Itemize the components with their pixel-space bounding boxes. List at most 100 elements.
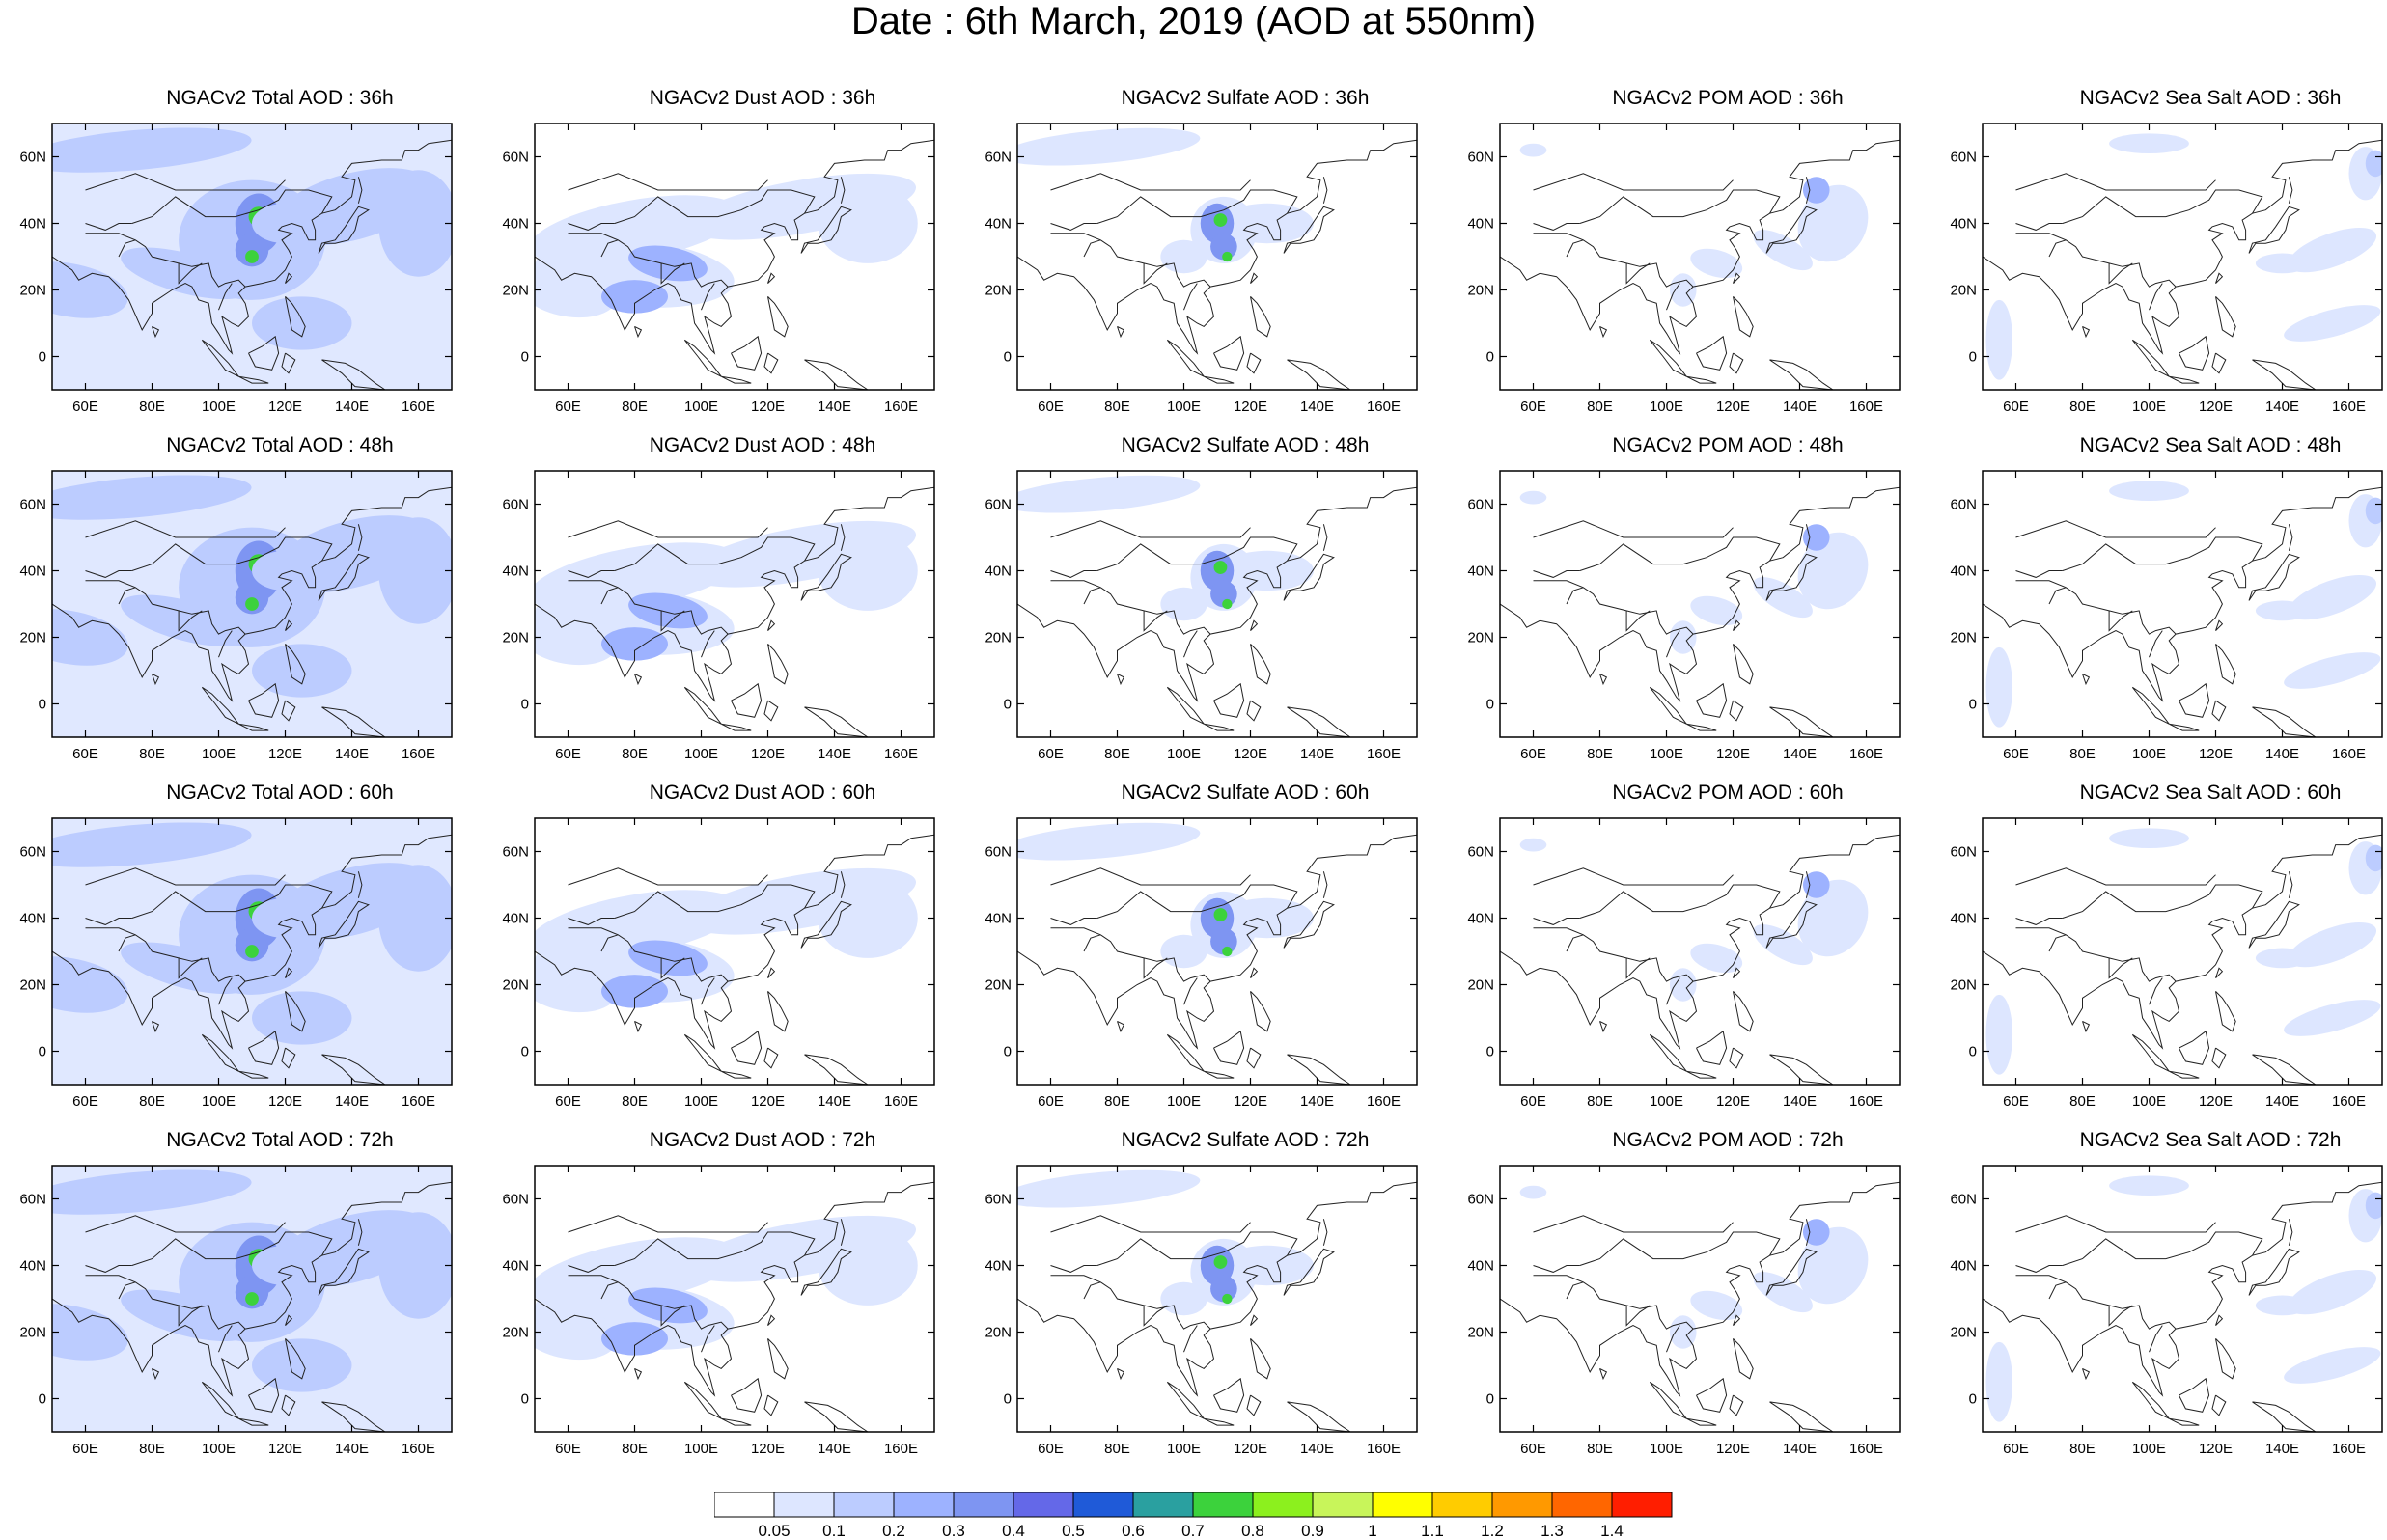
coastline bbox=[2252, 1401, 2317, 1432]
coastline bbox=[1805, 871, 1811, 898]
lat-tick-label: 60N bbox=[1950, 150, 1977, 166]
colorbar-label: 1 bbox=[1368, 1522, 1376, 1540]
aod-field bbox=[1017, 822, 1201, 861]
plot-frame bbox=[51, 817, 453, 1086]
coastline bbox=[568, 1215, 768, 1233]
lat-tick-label: 40N bbox=[985, 216, 1012, 233]
coastline bbox=[1983, 486, 2382, 702]
coastline bbox=[1050, 918, 1097, 925]
aod-field bbox=[628, 940, 708, 976]
coastline bbox=[767, 991, 789, 1032]
coastline bbox=[357, 177, 363, 204]
aod-field bbox=[252, 1338, 352, 1392]
lon-tick-label: 80E bbox=[1587, 399, 1613, 415]
lon-tick-label: 120E bbox=[2199, 399, 2233, 415]
plot-frame bbox=[1499, 123, 1901, 391]
lon-tick-label: 140E bbox=[818, 746, 851, 762]
coastline bbox=[568, 570, 615, 578]
panel-title: NGACv2 Dust AOD : 72h bbox=[649, 1129, 876, 1151]
lon-tick-label: 100E bbox=[202, 1441, 236, 1457]
colorbar-swatch bbox=[1611, 1492, 1673, 1518]
coastline bbox=[568, 223, 615, 231]
coastline bbox=[1765, 900, 1818, 949]
lon-tick-label: 120E bbox=[1234, 1093, 1267, 1110]
coastline bbox=[2015, 520, 2216, 538]
lon-tick-label: 100E bbox=[2132, 746, 2166, 762]
lon-tick-label: 160E bbox=[2332, 746, 2366, 762]
coastline bbox=[1246, 1394, 1262, 1416]
coastline bbox=[152, 673, 160, 686]
colorbar-label: 0.1 bbox=[822, 1522, 846, 1540]
lon-tick-label: 120E bbox=[1716, 1441, 1750, 1457]
coastline bbox=[1729, 700, 1744, 722]
coastline bbox=[767, 296, 789, 338]
coastline bbox=[804, 706, 869, 737]
coastline bbox=[2179, 1030, 2210, 1065]
aod-field bbox=[378, 517, 452, 624]
coastline bbox=[1017, 834, 1417, 1050]
lon-tick-label: 160E bbox=[1367, 399, 1401, 415]
coastline bbox=[85, 867, 286, 886]
coastline bbox=[1579, 1231, 1781, 1266]
coastline bbox=[1579, 884, 1781, 919]
aod-field bbox=[2284, 305, 2381, 342]
lon-tick-label: 80E bbox=[1104, 746, 1130, 762]
lat-tick-label: 60N bbox=[502, 150, 529, 166]
coastline bbox=[285, 644, 306, 685]
coastline bbox=[1203, 1417, 1235, 1426]
coastline bbox=[535, 1181, 934, 1397]
coastline bbox=[2062, 1231, 2263, 1266]
lon-tick-label: 120E bbox=[751, 399, 785, 415]
lat-tick-label: 0 bbox=[521, 349, 529, 366]
lon-tick-label: 80E bbox=[1587, 1441, 1613, 1457]
plot-frame bbox=[534, 470, 935, 738]
panel-title: NGACv2 Dust AOD : 60h bbox=[649, 782, 876, 804]
coastline bbox=[2215, 296, 2236, 338]
lat-label-column: 0 20N 40N 60N bbox=[1467, 844, 1494, 1060]
coastline bbox=[1666, 1325, 1680, 1353]
lat-label-column: 0 20N 40N 60N bbox=[1950, 150, 1977, 366]
coastline bbox=[2062, 884, 2263, 919]
lat-tick-label: 20N bbox=[1950, 283, 1977, 299]
aod-field bbox=[245, 1292, 259, 1306]
coastline bbox=[1083, 934, 1101, 952]
lon-tick-label: 60E bbox=[555, 1441, 581, 1457]
panel-title: NGACv2 Sea Salt AOD : 36h bbox=[2079, 87, 2342, 109]
plot-frame bbox=[534, 817, 935, 1086]
lat-tick-label: 60N bbox=[502, 497, 529, 513]
aod-field bbox=[1802, 871, 1830, 898]
lat-tick-label: 20N bbox=[1467, 1325, 1494, 1341]
coastline bbox=[1250, 1314, 1259, 1326]
map-plot: 60E 80E 100E 120E 140E 160E bbox=[534, 123, 935, 415]
aod-field bbox=[245, 597, 259, 611]
coastline bbox=[1533, 233, 1694, 288]
lat-tick-label: 20N bbox=[1467, 977, 1494, 994]
lat-tick-label: 60N bbox=[19, 844, 46, 861]
lon-tick-label: 140E bbox=[818, 399, 851, 415]
aod-field bbox=[1690, 248, 1743, 279]
coastline bbox=[285, 619, 293, 631]
lon-tick-label: 80E bbox=[2069, 399, 2096, 415]
coastline bbox=[52, 486, 452, 702]
coastline bbox=[85, 1265, 132, 1273]
lat-label-column: 0 20N 40N 60N bbox=[985, 497, 1012, 713]
colorbar-swatch bbox=[1431, 1492, 1493, 1518]
coastline bbox=[1050, 223, 1097, 231]
lat-tick-label: 20N bbox=[19, 283, 46, 299]
aod-field bbox=[628, 1287, 708, 1324]
lon-tick-label: 100E bbox=[2132, 399, 2166, 415]
coastline bbox=[1649, 1381, 1687, 1419]
lon-tick-label: 120E bbox=[2199, 746, 2233, 762]
coastline bbox=[237, 375, 269, 384]
aod-field bbox=[121, 594, 250, 647]
coastline bbox=[1287, 1054, 1351, 1085]
aod-field bbox=[2288, 227, 2377, 273]
lon-tick-label: 120E bbox=[268, 399, 302, 415]
coastline bbox=[1579, 536, 1781, 571]
coastline bbox=[237, 1070, 269, 1079]
coastline bbox=[2215, 967, 2224, 978]
coastline bbox=[800, 206, 852, 254]
coastline bbox=[178, 957, 203, 979]
map-plot: 60E 80E 100E 120E 140E 160E bbox=[1982, 470, 2383, 762]
panel-title: NGACv2 POM AOD : 48h bbox=[1612, 434, 1844, 456]
